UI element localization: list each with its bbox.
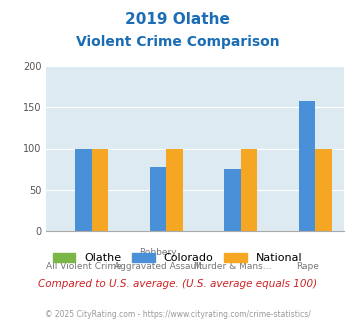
Text: Compared to U.S. average. (U.S. average equals 100): Compared to U.S. average. (U.S. average … bbox=[38, 279, 317, 289]
Text: 2019 Olathe: 2019 Olathe bbox=[125, 12, 230, 26]
Bar bbox=[92, 148, 108, 231]
Text: Rape: Rape bbox=[296, 262, 318, 271]
Bar bbox=[224, 169, 241, 231]
Text: Murder & Mans...: Murder & Mans... bbox=[194, 262, 271, 271]
Bar bbox=[75, 148, 92, 231]
Text: All Violent Crime: All Violent Crime bbox=[45, 262, 121, 271]
Bar bbox=[150, 167, 166, 231]
Text: Aggravated Assault: Aggravated Assault bbox=[114, 262, 202, 271]
Text: Violent Crime Comparison: Violent Crime Comparison bbox=[76, 35, 279, 49]
Bar bbox=[166, 148, 182, 231]
Bar bbox=[315, 148, 332, 231]
Bar bbox=[299, 102, 315, 231]
Text: © 2025 CityRating.com - https://www.cityrating.com/crime-statistics/: © 2025 CityRating.com - https://www.city… bbox=[45, 310, 310, 319]
Text: Robbery: Robbery bbox=[139, 248, 177, 257]
Legend: Olathe, Colorado, National: Olathe, Colorado, National bbox=[49, 248, 306, 268]
Bar bbox=[241, 148, 257, 231]
